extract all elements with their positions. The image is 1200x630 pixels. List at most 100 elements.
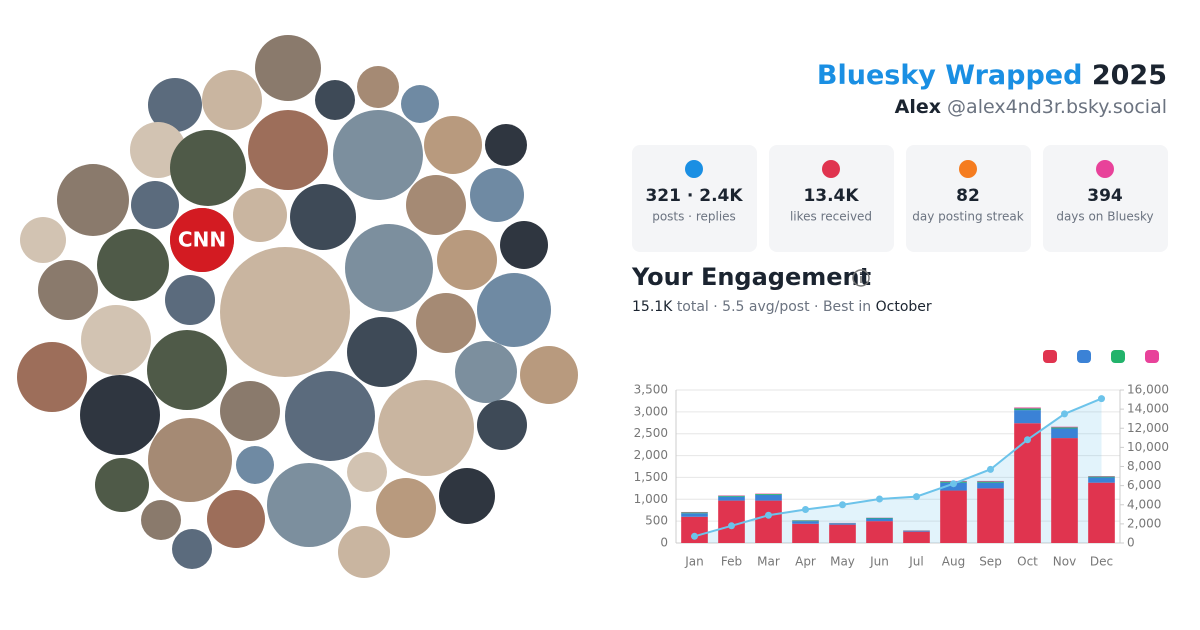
avatar[interactable] [38, 260, 98, 320]
avatar[interactable] [57, 164, 129, 236]
avatar[interactable] [172, 529, 212, 569]
avatar[interactable] [233, 188, 287, 242]
avatar[interactable] [170, 130, 246, 206]
user: Alex @alex4nd3r.bsky.social [895, 96, 1167, 118]
stat-value: 394 [1087, 186, 1123, 206]
bar-segment [718, 495, 745, 497]
avatar[interactable] [424, 116, 482, 174]
avatar[interactable] [455, 341, 517, 403]
line-point [839, 501, 846, 509]
bar-segment [755, 494, 782, 495]
avatar[interactable] [290, 184, 356, 250]
bar-segment [1051, 438, 1078, 543]
avatar[interactable] [148, 78, 202, 132]
avatar[interactable] [347, 452, 387, 492]
avatar[interactable] [345, 224, 433, 312]
avatar[interactable] [401, 85, 439, 123]
avatar[interactable] [80, 375, 160, 455]
user-name: Alex [895, 96, 941, 118]
avatar[interactable] [406, 175, 466, 235]
avatar[interactable] [378, 380, 474, 476]
info-icon[interactable] [852, 269, 870, 287]
avatar[interactable] [165, 275, 215, 325]
avatar[interactable] [141, 500, 181, 540]
bar-segment [1051, 426, 1078, 428]
y2-tick-label: 10,000 [1127, 440, 1169, 454]
avatar[interactable] [285, 371, 375, 461]
bar-segment [1051, 428, 1078, 439]
bar-segment [829, 524, 856, 543]
avatar[interactable] [148, 418, 232, 502]
avatar[interactable] [376, 478, 436, 538]
x-tick-label: Apr [795, 555, 816, 569]
avatar[interactable] [267, 463, 351, 547]
avatar[interactable] [338, 526, 390, 578]
stat-icon [822, 160, 840, 178]
legend-icon[interactable] [1077, 350, 1091, 363]
summary: 15.1K total · 5.5 avg/post · Best in Oct… [632, 299, 932, 315]
y2-tick-label: 12,000 [1127, 421, 1169, 435]
stat-value: 13.4K [803, 186, 859, 206]
line-point [1024, 436, 1031, 444]
avatar[interactable] [220, 247, 350, 377]
avatar[interactable] [470, 168, 524, 222]
bar-segment [866, 517, 893, 519]
x-tick-label: Jun [869, 555, 889, 569]
brand: Bluesky Wrapped [817, 60, 1083, 91]
avatar[interactable] [477, 400, 527, 450]
avatar[interactable] [439, 468, 495, 524]
bar-segment [977, 488, 1004, 543]
avatar[interactable] [236, 446, 274, 484]
avatar[interactable] [17, 342, 87, 412]
bar-segment [792, 521, 819, 524]
avatar[interactable] [248, 110, 328, 190]
stat-card [1043, 145, 1168, 252]
avatar[interactable] [131, 181, 179, 229]
y-tick-label: 3,500 [634, 383, 668, 397]
legend-icon[interactable] [1043, 350, 1057, 363]
stat-icon [685, 160, 703, 178]
total: 15.1K [632, 299, 673, 315]
avatar[interactable] [485, 124, 527, 166]
avatar[interactable] [97, 229, 169, 301]
y-tick-label: 500 [645, 514, 668, 528]
avatar[interactable] [20, 217, 66, 263]
avatar[interactable] [416, 293, 476, 353]
avatar[interactable] [202, 70, 262, 130]
x-tick-label: Dec [1090, 555, 1113, 569]
stat-label: posts · replies [652, 210, 736, 224]
stat-cards: 321 · 2.4K posts · replies 13.4K likes rece… [632, 145, 1168, 252]
avatar[interactable] [333, 110, 423, 200]
avatar[interactable] [520, 346, 578, 404]
avatar[interactable] [347, 317, 417, 387]
x-tick-label: Oct [1017, 555, 1038, 569]
avatar[interactable] [147, 330, 227, 410]
info-icon-dot [860, 272, 862, 274]
legend-icon[interactable] [1145, 350, 1159, 363]
y2-tick-label: 16,000 [1127, 383, 1169, 397]
bar-segment [940, 490, 967, 543]
avatar[interactable] [207, 490, 265, 548]
x-tick-label: May [830, 555, 855, 569]
avatar[interactable] [220, 381, 280, 441]
bar-segment [755, 500, 782, 543]
stat-value: 82 [956, 186, 980, 206]
avatar[interactable] [81, 305, 151, 375]
bar-segment [977, 481, 1004, 483]
line-point [691, 532, 698, 540]
avatar[interactable] [437, 230, 497, 290]
avatar[interactable] [95, 458, 149, 512]
avatar[interactable] [357, 66, 399, 108]
avatar[interactable] [255, 35, 321, 101]
avatar[interactable] [170, 208, 234, 272]
y2-tick-label: 2,000 [1127, 516, 1161, 530]
avatar[interactable] [315, 80, 355, 120]
avatar[interactable] [477, 273, 551, 347]
bar-segment [977, 482, 1004, 489]
avatar-logo: CNN [178, 228, 226, 252]
avatar[interactable] [500, 221, 548, 269]
stat-card [906, 145, 1031, 252]
line-point [728, 522, 735, 530]
legend-icon[interactable] [1111, 350, 1125, 363]
